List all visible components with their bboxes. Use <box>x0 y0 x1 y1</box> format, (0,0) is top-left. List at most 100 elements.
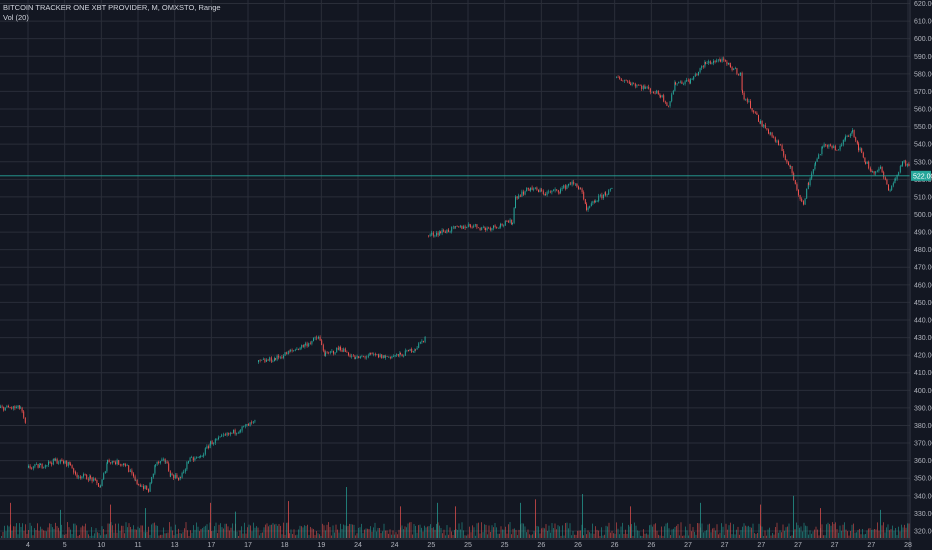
candle-body <box>891 185 893 190</box>
candle-body <box>83 474 84 477</box>
candle-body <box>14 406 16 409</box>
candle-body <box>706 62 708 64</box>
volume-bar <box>647 534 649 538</box>
candle-body <box>233 429 234 433</box>
volume-bar <box>707 524 709 538</box>
volume-bar <box>217 533 218 538</box>
candle-body <box>903 160 905 162</box>
candle-body <box>311 340 313 344</box>
candle-body <box>702 65 704 67</box>
candle-body <box>446 229 448 233</box>
volume-bar <box>187 530 188 538</box>
candle-body <box>44 465 46 468</box>
volume-bar <box>686 530 688 538</box>
volume-bar <box>77 535 79 538</box>
candle-body <box>587 207 589 211</box>
volume-spike <box>820 508 821 538</box>
volume-bar <box>464 535 466 538</box>
candle-body <box>693 76 695 80</box>
candle-body <box>346 351 348 353</box>
volume-bar <box>350 524 352 538</box>
x-tick-label: 27 <box>721 542 729 549</box>
candle-body <box>248 424 249 426</box>
volume-bar <box>551 523 553 538</box>
y-axis[interactable]: 320.00 330.00 340.00 350.00 360.00 370.00 380.… <box>909 0 932 550</box>
volume-bar <box>655 523 656 538</box>
volume-bar <box>586 534 587 538</box>
volume-bar <box>301 526 302 538</box>
candle-body <box>466 227 468 229</box>
candle-body <box>560 189 561 193</box>
candle-body <box>21 407 23 412</box>
x-tick-label: 13 <box>171 542 179 549</box>
candle-body <box>668 105 669 107</box>
candle-body <box>619 77 621 80</box>
volume-bar <box>694 531 695 538</box>
candle-body <box>121 464 123 466</box>
candle-body <box>358 356 360 359</box>
candle-body <box>367 355 369 357</box>
volume-bar <box>206 524 208 538</box>
candle-body <box>52 458 54 465</box>
candle-body <box>222 434 224 436</box>
candle-body <box>745 98 747 100</box>
volume-bar <box>656 530 658 538</box>
candle-body <box>730 64 731 68</box>
volume-bar <box>860 534 862 538</box>
volume-indicator-label[interactable]: Vol (20) <box>3 13 29 22</box>
volume-spike <box>10 502 11 538</box>
candle-body <box>568 184 569 186</box>
volume-bar <box>533 530 535 538</box>
candle-body <box>340 347 341 350</box>
candle-body <box>186 462 188 470</box>
candle-body <box>388 356 390 358</box>
volume-bar <box>773 534 775 538</box>
volume-bar <box>170 526 172 538</box>
volume-bar <box>389 529 391 538</box>
candle-body <box>59 459 61 463</box>
volume-bar <box>619 534 620 538</box>
volume-bar <box>887 524 889 538</box>
candle-body <box>71 465 73 469</box>
volume-bar <box>845 529 847 538</box>
x-axis[interactable]: 4 5 10 11 13 17 17 18 19 24 24 25 25 25 26 26 26 26 27 27 27… <box>0 538 912 549</box>
volume-bar <box>857 530 859 538</box>
candle-body <box>651 91 653 93</box>
candle-body <box>61 459 63 462</box>
candle-body <box>566 185 568 189</box>
candle-body <box>675 82 676 85</box>
volume-bar <box>421 527 422 538</box>
candle-body <box>418 343 420 348</box>
volume-bar <box>580 530 581 538</box>
candle-body <box>536 187 538 190</box>
candle-body <box>246 424 248 426</box>
candle-body <box>717 59 719 61</box>
candle-body <box>113 461 115 463</box>
candle-body <box>296 348 298 350</box>
chart-title[interactable]: BITCOIN TRACKER ONE XBT PROVIDER, M, OMX… <box>3 3 221 12</box>
volume-bar <box>752 523 754 538</box>
volume-bar <box>359 527 361 538</box>
volume-bar <box>692 527 694 538</box>
candle-body <box>678 81 680 84</box>
candle-body <box>563 185 565 188</box>
candle-body <box>698 71 699 75</box>
candle-body <box>494 225 496 227</box>
candle-body <box>804 198 806 205</box>
candle-body <box>269 357 271 361</box>
candle-body <box>808 183 809 185</box>
volume-bar <box>866 530 868 538</box>
volume-bar <box>65 533 67 538</box>
candle-body <box>4 407 6 411</box>
volume-bar <box>826 524 827 538</box>
candle-body <box>633 83 635 84</box>
candle-body <box>581 188 583 193</box>
candle-body <box>690 79 691 84</box>
candle-body <box>356 356 358 358</box>
volume-bar <box>199 531 200 538</box>
candle-body <box>184 469 186 472</box>
volume-bar <box>224 523 226 538</box>
current-price-tag[interactable] <box>911 170 931 181</box>
